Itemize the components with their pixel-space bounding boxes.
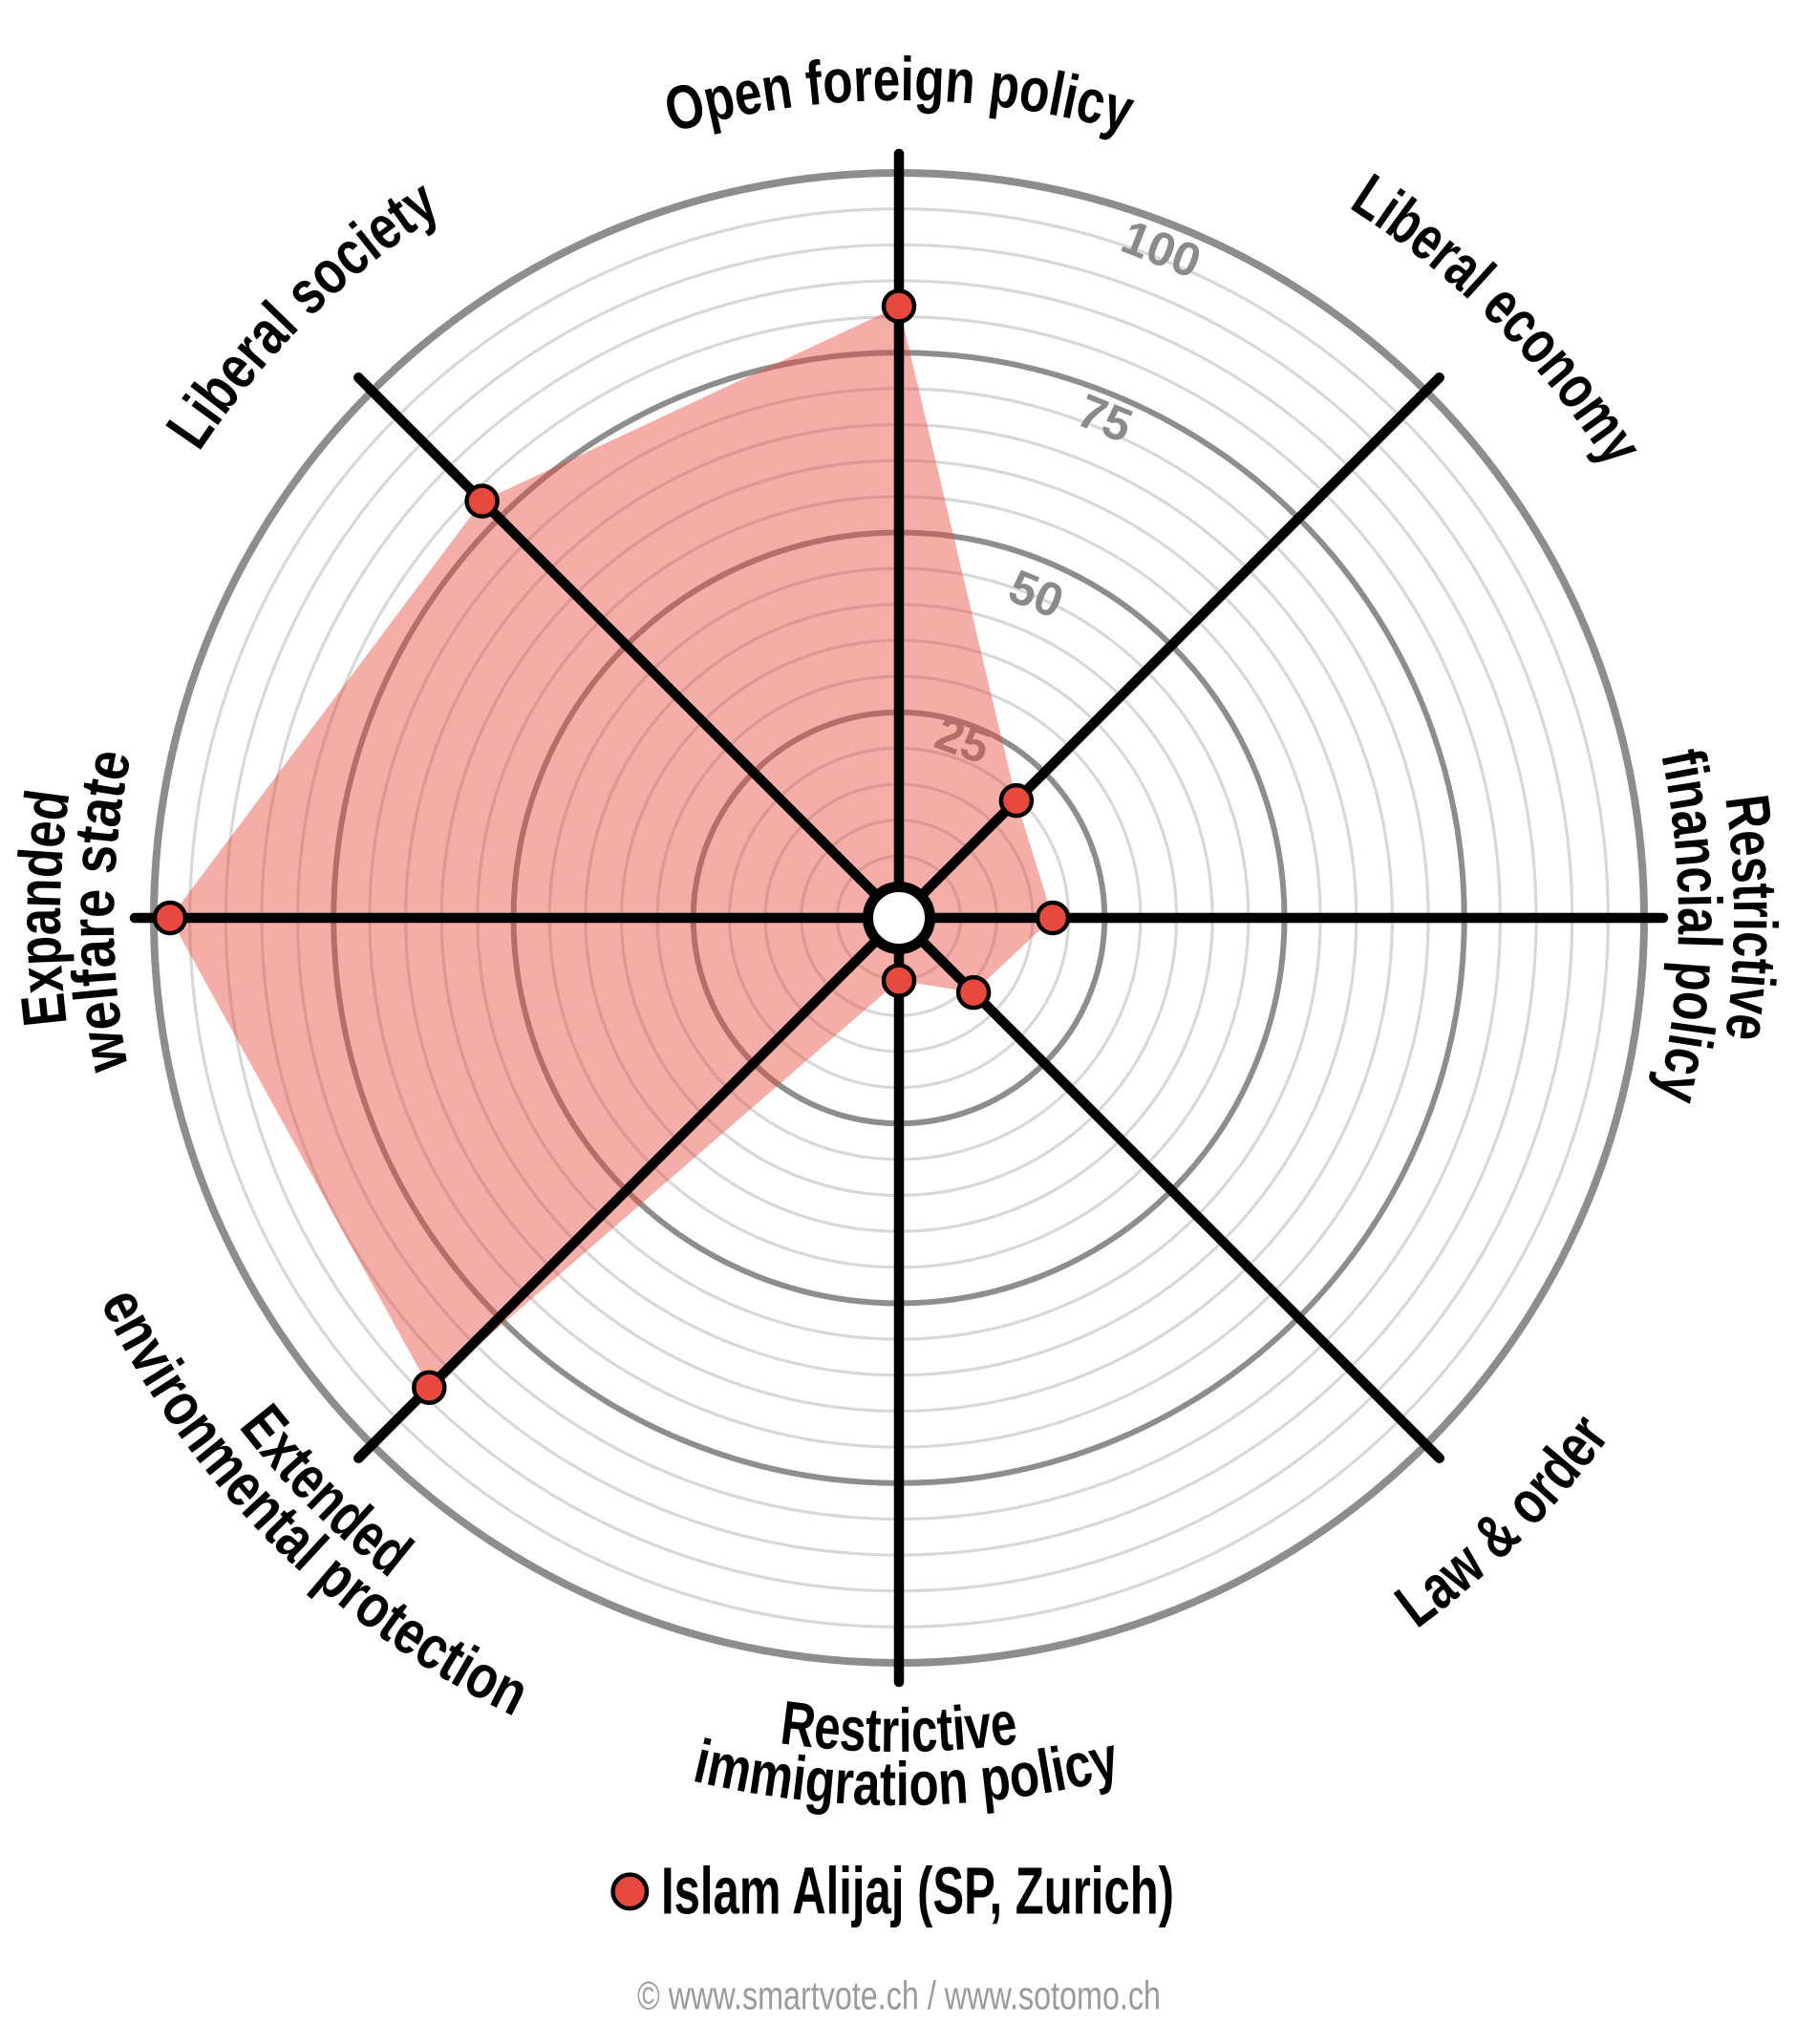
svg-text:Restrictive: Restrictive xyxy=(778,1688,1021,1766)
svg-text:Open foreign policy: Open foreign policy xyxy=(657,44,1141,145)
svg-text:100: 100 xyxy=(1115,210,1208,289)
svg-text:© www.smartvote.ch / www.sotom: © www.smartvote.ch / www.sotomo.ch xyxy=(637,1973,1161,2018)
svg-text:Islam Alijaj (SP, Zurich): Islam Alijaj (SP, Zurich) xyxy=(661,1854,1174,1928)
svg-text:Liberal society: Liberal society xyxy=(153,165,450,459)
svg-text:welfare state: welfare state xyxy=(57,744,144,1078)
svg-text:financial policy: financial policy xyxy=(1645,743,1736,1109)
